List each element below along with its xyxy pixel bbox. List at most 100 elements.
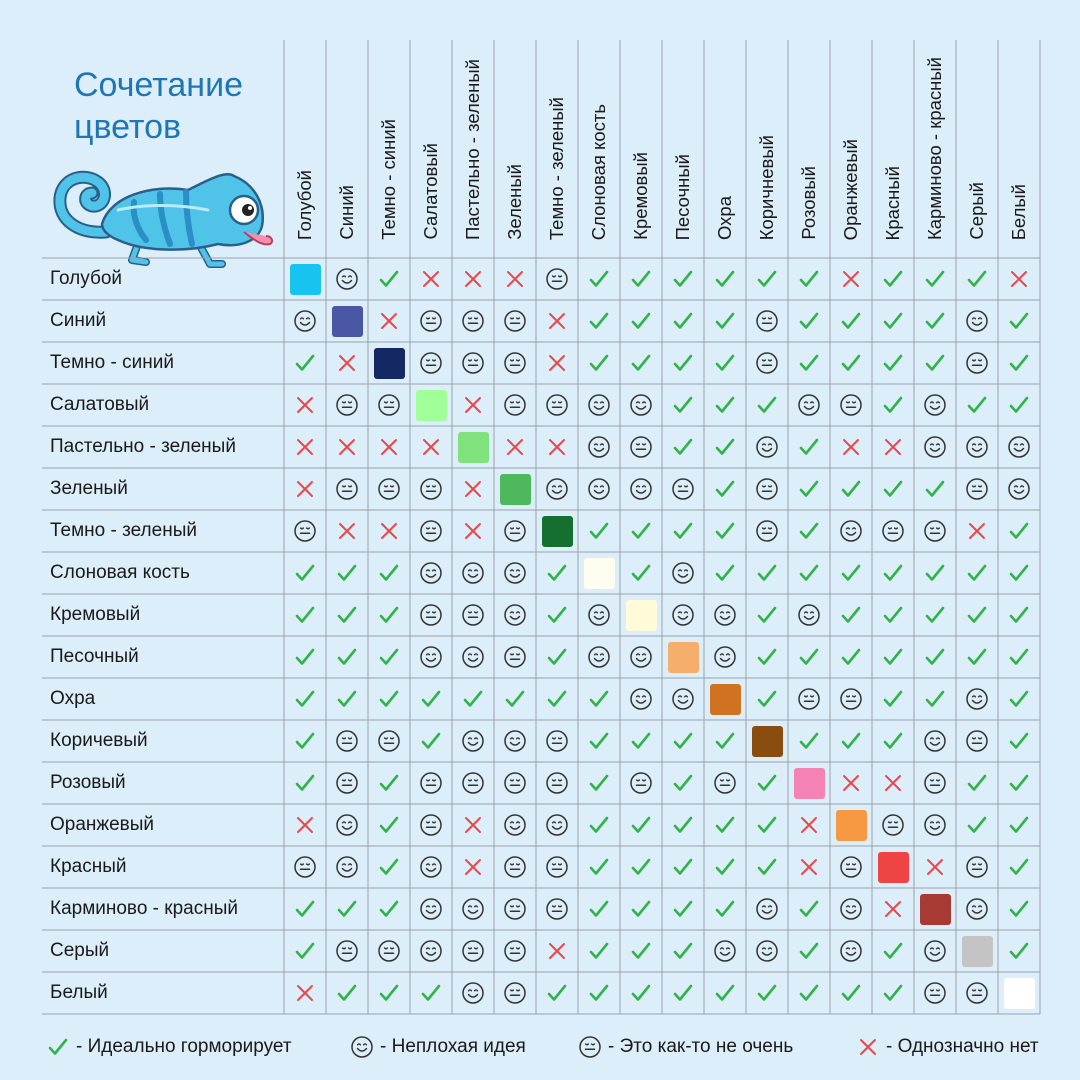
row-label: Коричевый [50,730,148,751]
smile-icon [1008,436,1030,458]
meh-icon [924,772,946,794]
meh-icon [924,982,946,1004]
compatibility-cell [494,594,536,636]
compatibility-cell [830,300,872,342]
check-icon [379,270,399,287]
compatibility-cell [872,258,914,300]
check-icon [715,564,735,581]
compatibility-cell [452,972,494,1014]
check-icon [883,606,903,623]
compatibility-cell [452,804,494,846]
compatibility-cell [326,846,368,888]
check-icon [631,984,651,1001]
check-icon [1009,564,1029,581]
compatibility-cell [410,846,452,888]
compatibility-cell [284,468,326,510]
row-label: Белый [50,982,108,1003]
smile-icon [966,898,988,920]
compatibility-cell [536,678,578,720]
meh-icon [378,730,400,752]
check-icon [841,984,861,1001]
meh-icon [504,856,526,878]
compatibility-cell [368,972,410,1014]
check-icon [883,732,903,749]
check-icon [799,564,819,581]
compatibility-cell [788,468,830,510]
check-icon [883,312,903,329]
compatibility-cell [956,720,998,762]
compatibility-cell [452,258,494,300]
meh-icon [462,940,484,962]
check-icon [883,648,903,665]
color-swatch [709,683,741,715]
compatibility-cell [788,972,830,1014]
compatibility-cell [368,678,410,720]
compatibility-cell [830,888,872,930]
column-header: Песочный [672,153,693,240]
compatibility-cell [998,342,1040,384]
compatibility-cell [410,594,452,636]
smile-icon [924,436,946,458]
compatibility-cell [788,678,830,720]
compatibility-cell [830,762,872,804]
meh-icon [420,478,442,500]
check-icon [48,1038,68,1055]
compatibility-cell [494,510,536,552]
compatibility-cell [494,384,536,426]
smile-icon [756,436,778,458]
row-label: Песочный [50,646,139,667]
compatibility-cell [956,594,998,636]
meh-icon [546,394,568,416]
compatibility-cell [746,846,788,888]
check-icon [841,564,861,581]
compatibility-cell [494,426,536,468]
compatibility-cell [578,636,620,678]
check-icon [925,270,945,287]
compatibility-cell [578,594,620,636]
compatibility-cell [788,720,830,762]
compatibility-cell [620,720,662,762]
meh-icon [882,520,904,542]
color-swatch [877,851,909,883]
compatibility-cell [368,762,410,804]
compatibility-cell [410,636,452,678]
smile-icon [462,898,484,920]
check-icon [589,984,609,1001]
row-label: Карминово - красный [50,898,238,919]
compatibility-cell [620,888,662,930]
meh-icon [630,772,652,794]
compatibility-cell [956,468,998,510]
compatibility-cell [620,636,662,678]
compatibility-cell [620,930,662,972]
compatibility-cell [326,594,368,636]
color-swatch-cell [746,720,788,762]
compatibility-cell [872,384,914,426]
row-label: Синий [50,310,107,331]
smile-icon [588,478,610,500]
compatibility-cell [578,384,620,426]
color-swatch-cell [872,846,914,888]
meh-icon [756,520,778,542]
check-icon [1009,900,1029,917]
compatibility-cell [956,804,998,846]
meh-icon [966,352,988,374]
compatibility-cell [410,342,452,384]
smile-icon [924,730,946,752]
check-icon [631,354,651,371]
check-icon [841,312,861,329]
check-icon [925,312,945,329]
compatibility-cell [452,720,494,762]
compatibility-cell [956,426,998,468]
compatibility-cell [368,384,410,426]
compatibility-cell [620,510,662,552]
color-swatch-cell [998,972,1040,1014]
check-icon [295,606,315,623]
compatibility-cell [368,636,410,678]
compatibility-cell [536,552,578,594]
compatibility-cell [662,972,704,1014]
compatibility-cell [998,426,1040,468]
row-label: Темно - зеленый [50,520,197,541]
check-icon [379,858,399,875]
meh-icon [336,730,358,752]
color-swatch [583,557,615,589]
